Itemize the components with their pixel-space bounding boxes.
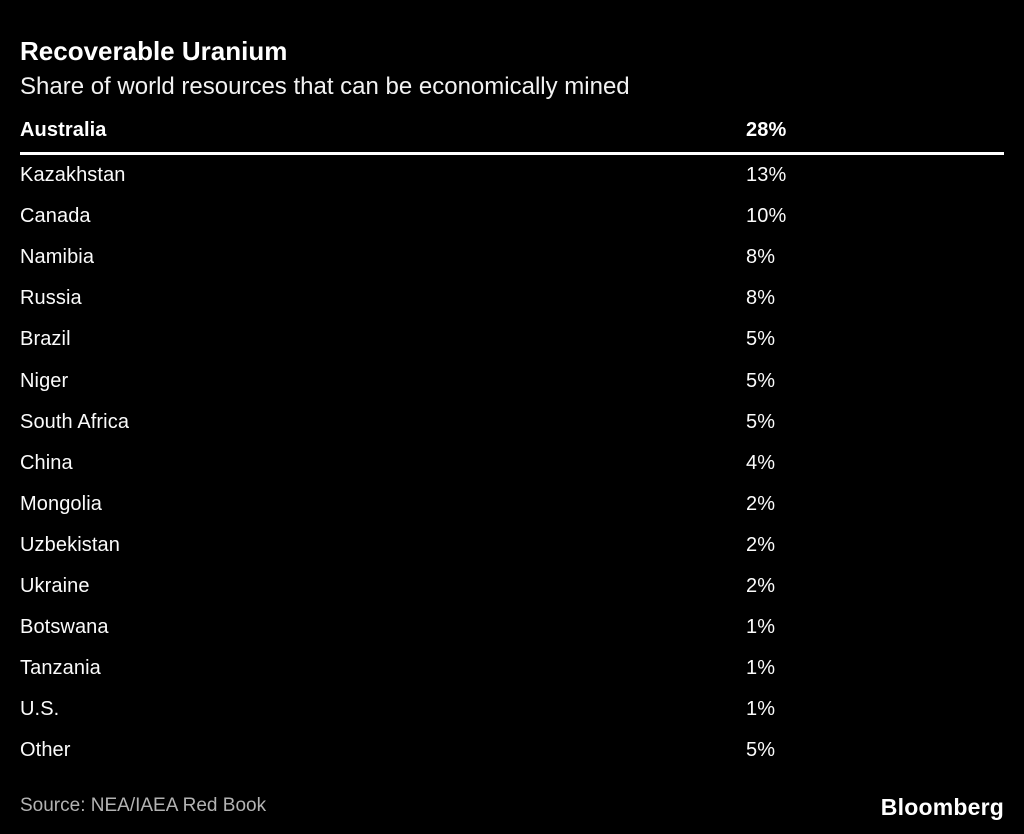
country-label: Kazakhstan [20, 164, 126, 187]
share-value: 2% [746, 492, 776, 515]
country-label: Brazil [20, 328, 71, 351]
country-label: Ukraine [20, 574, 90, 597]
table-row: Ukraine 2% [20, 566, 1004, 607]
share-value: 5% [746, 369, 776, 392]
country-label: Mongolia [20, 492, 102, 515]
chart-subtitle: Share of world resources that can be eco… [20, 73, 630, 101]
share-value: 8% [746, 287, 776, 310]
share-value: 1% [746, 657, 776, 680]
table-row: Namibia 8% [20, 237, 1004, 278]
table-row: U.S. 1% [20, 689, 1004, 730]
table-row: Other 5% [20, 730, 1004, 771]
share-value: 5% [746, 739, 776, 762]
share-value: 28% [746, 119, 787, 142]
country-label: Tanzania [20, 657, 101, 680]
table-row: Uzbekistan 2% [20, 525, 1004, 566]
country-label: Niger [20, 369, 69, 392]
table-row: Russia 8% [20, 278, 1004, 319]
country-label: Namibia [20, 246, 95, 269]
share-value: 8% [746, 246, 776, 269]
table-row: Brazil 5% [20, 319, 1004, 360]
country-label: Australia [20, 119, 107, 142]
country-label: South Africa [20, 410, 130, 433]
share-value: 5% [746, 410, 776, 433]
table-row: South Africa 5% [20, 402, 1004, 443]
share-value: 13% [746, 164, 787, 187]
country-label: U.S. [20, 698, 60, 721]
country-label: Canada [20, 205, 91, 228]
bloomberg-logo: Bloomberg [880, 794, 1004, 820]
share-value: 10% [746, 205, 787, 228]
chart-title: Recoverable Uranium [20, 36, 288, 66]
share-value: 2% [746, 574, 776, 597]
table-row: Mongolia 2% [20, 484, 1004, 525]
table-row: China 4% [20, 443, 1004, 484]
share-value: 1% [746, 698, 776, 721]
source-note: Source: NEA/IAEA Red Book [20, 795, 267, 816]
header-divider [20, 151, 1004, 155]
table-row: Niger 5% [20, 360, 1004, 401]
table-row: Canada 10% [20, 196, 1004, 237]
country-label: Uzbekistan [20, 533, 120, 556]
share-value: 2% [746, 533, 776, 556]
country-share-table: Australia 28% Kazakhstan 13% Canada 10% … [20, 110, 1004, 771]
country-label: China [20, 451, 73, 474]
country-label: Botswana [20, 616, 109, 639]
table-row: Botswana 1% [20, 607, 1004, 648]
share-value: 4% [746, 451, 776, 474]
share-value: 5% [746, 328, 776, 351]
table-row-header: Australia 28% [20, 110, 1004, 152]
table-row: Kazakhstan 13% [20, 155, 1004, 196]
share-value: 1% [746, 616, 776, 639]
table-row: Tanzania 1% [20, 648, 1004, 689]
country-label: Other [20, 739, 71, 762]
country-label: Russia [20, 287, 82, 310]
